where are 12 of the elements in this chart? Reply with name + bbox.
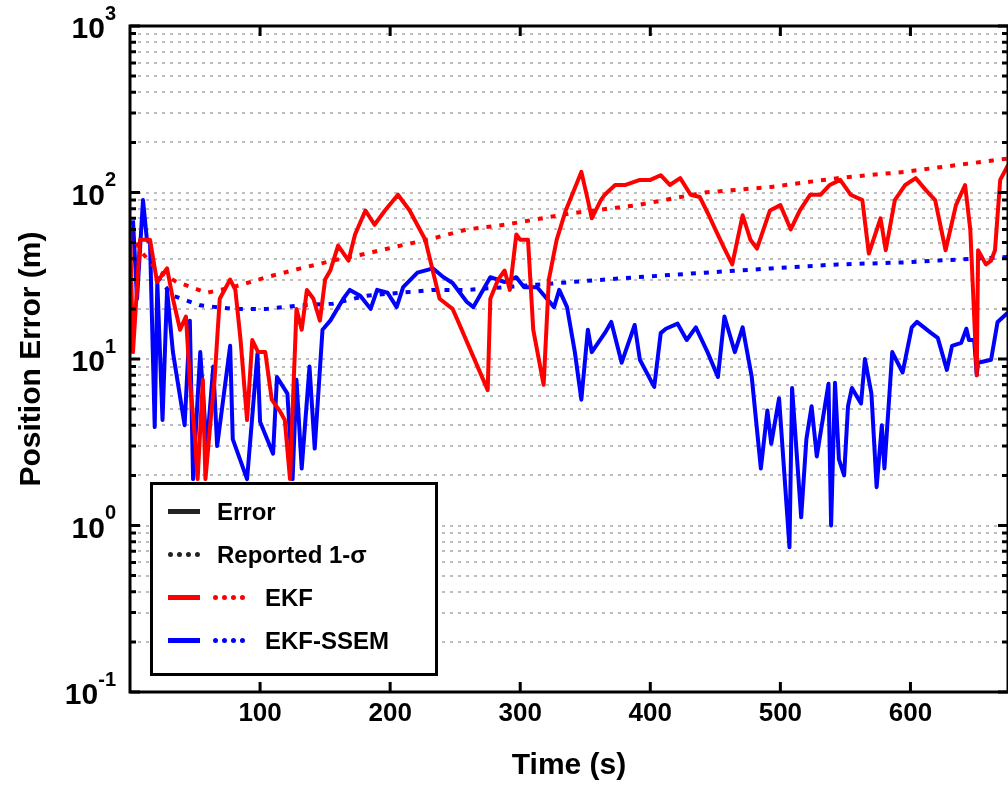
x-tick-label: 500	[758, 696, 803, 727]
x-axis-title: Time (s)	[511, 747, 627, 781]
annotation: Error	[217, 498, 276, 526]
x-tick-label: 100	[238, 696, 282, 727]
x-tick-label: 200	[368, 696, 412, 727]
annotation: Reported 1-σ	[217, 541, 367, 569]
x-tick-label: 400	[628, 696, 672, 727]
x-tick-label: 600	[888, 696, 933, 727]
legend-label: EKF	[265, 584, 313, 612]
legend-label: EKF-SSEM	[265, 627, 390, 655]
y-axis-title: Position Error (m)	[13, 231, 47, 487]
x-tick-label: 300	[498, 696, 542, 727]
